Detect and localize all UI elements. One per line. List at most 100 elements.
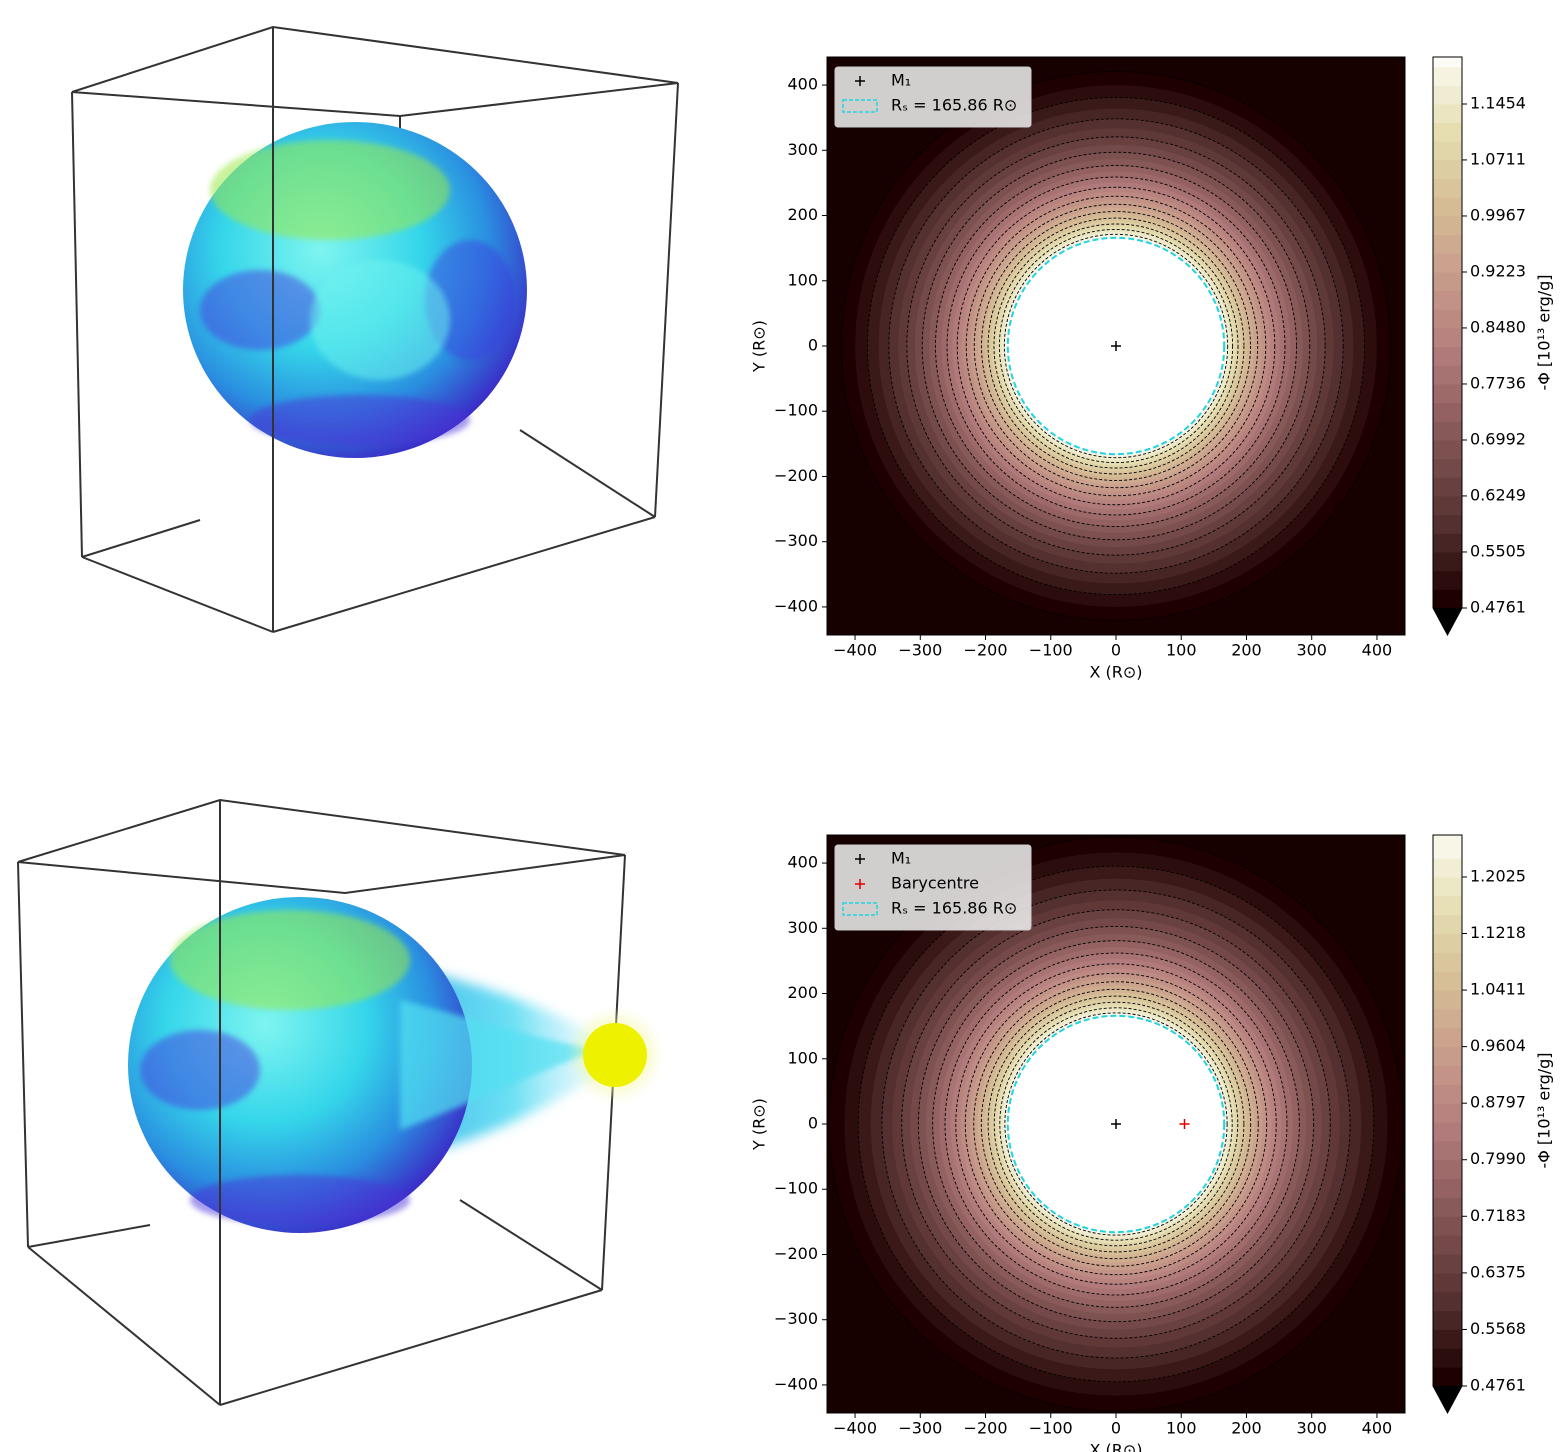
colorbar-tick-label: 0.9967 (1470, 205, 1526, 224)
colorbar-band (1433, 877, 1462, 896)
colorbar-band (1433, 1009, 1462, 1028)
colorbar-label: -Φ [10¹³ erg/g] (1535, 274, 1554, 390)
colorbar-band (1433, 1348, 1462, 1367)
colorbar-tick-label: 0.9604 (1470, 1036, 1526, 1055)
x-tick-label: 400 (1362, 1419, 1393, 1438)
colorbar-band (1433, 104, 1462, 123)
colorbar-band (1433, 971, 1462, 990)
y-tick-label: 200 (787, 205, 818, 224)
colorbar-band (1433, 990, 1462, 1009)
y-tick-label: −100 (774, 1179, 818, 1198)
colorbar-band (1433, 477, 1462, 496)
colorbar-extend (1433, 608, 1462, 635)
x-tick-label: 200 (1231, 1419, 1262, 1438)
legend-label: Rₛ = 165.86 R⊙ (891, 899, 1017, 918)
x-tick-label: 400 (1362, 641, 1393, 660)
y-tick-label: −200 (774, 466, 818, 485)
colorbar-tick-label: 0.7736 (1470, 373, 1526, 392)
x-tick-label: −200 (964, 1419, 1008, 1438)
star-top (183, 122, 527, 458)
colorbar-band (1433, 440, 1462, 459)
colorbar-tick-label: 0.9223 (1470, 261, 1526, 280)
colorbar-tick-label: 0.5505 (1470, 541, 1526, 560)
colorbar-band (1433, 216, 1462, 235)
x-tick-label: −200 (964, 641, 1008, 660)
star-bottom (128, 897, 655, 1233)
colorbar-tick-label: 1.1454 (1470, 93, 1526, 112)
colorbar-band (1433, 1084, 1462, 1103)
colorbar-tick-label: 0.4761 (1470, 598, 1526, 617)
colorbar-band (1433, 1254, 1462, 1273)
colorbar-band (1433, 459, 1462, 478)
y-tick-label: −400 (774, 596, 818, 615)
colorbar-band (1433, 67, 1462, 86)
colorbar-band (1433, 1311, 1462, 1330)
colorbar-band (1433, 365, 1462, 384)
x-tick-label: −100 (1029, 641, 1073, 660)
colorbar-extend (1433, 1386, 1462, 1413)
colorbar-band (1433, 1160, 1462, 1179)
colorbar-band (1433, 1216, 1462, 1235)
x-tick-label: −300 (898, 1419, 942, 1438)
y-tick-label: −300 (774, 531, 818, 550)
y-tick-label: 100 (787, 270, 818, 289)
legend-label: M₁ (891, 849, 911, 868)
legend: M₁ Rₛ = 165.86 R⊙ (835, 67, 1031, 127)
colorbar-tick-label: 0.6375 (1470, 1262, 1526, 1281)
y-tick-label: 300 (787, 140, 818, 159)
colorbar-band (1433, 347, 1462, 366)
y-axis-label: Y (R⊙) (750, 1098, 769, 1151)
colorbar-tick-label: 0.8480 (1470, 317, 1526, 336)
colorbar-band (1433, 571, 1462, 590)
colorbar-band (1433, 934, 1462, 953)
colorbar-band (1433, 253, 1462, 272)
colorbar-tick-label: 0.7990 (1470, 1149, 1526, 1168)
legend-label: Rₛ = 165.86 R⊙ (891, 96, 1017, 115)
colorbar-band (1433, 123, 1462, 142)
colorbar-band (1433, 515, 1462, 534)
colorbar-band (1433, 896, 1462, 915)
x-tick-label: −300 (898, 641, 942, 660)
colorbar-tick-label: 0.8797 (1470, 1093, 1526, 1112)
colorbar-band (1433, 1329, 1462, 1348)
colorbar-band (1433, 160, 1462, 179)
y-tick-label: −200 (774, 1244, 818, 1263)
x-tick-label: 100 (1166, 641, 1197, 660)
x-tick-label: −400 (833, 1419, 877, 1438)
figure: −400 −300 −200 −100 0 100 200 300 400 −400 −300 −20… (0, 0, 1560, 1452)
colorbar-tick-label: 1.1218 (1470, 923, 1526, 942)
y-tick-label: 100 (787, 1048, 818, 1067)
x-axis-label: X (R⊙) (1089, 1441, 1142, 1452)
colorbar-band (1433, 179, 1462, 198)
colorbar-band (1433, 496, 1462, 515)
colorbar-band (1433, 328, 1462, 347)
y-tick-label: 300 (787, 918, 818, 937)
y-tick-label: −100 (774, 401, 818, 420)
colorbar-band (1433, 1028, 1462, 1047)
colorbar-band (1433, 835, 1462, 859)
x-tick-label: 100 (1166, 1419, 1197, 1438)
colorbar-band (1433, 1273, 1462, 1292)
colorbar-band (1433, 533, 1462, 552)
colorbar-band (1433, 421, 1462, 440)
colorbar-tick-label: 0.5568 (1470, 1319, 1526, 1338)
legend-label: M₁ (891, 71, 911, 90)
colorbar-band (1433, 1292, 1462, 1311)
colorbar-band (1433, 952, 1462, 971)
x-tick-label: −400 (833, 641, 877, 660)
colorbar-band (1433, 291, 1462, 310)
colorbar-band (1433, 403, 1462, 422)
y-tick-label: 0 (808, 1114, 818, 1133)
x-axis-label: X (R⊙) (1089, 663, 1142, 682)
y-axis-label: Y (R⊙) (750, 320, 769, 373)
y-tick-label: 200 (787, 983, 818, 1002)
colorbar-band (1433, 85, 1462, 104)
colorbar-band (1433, 589, 1462, 608)
chart: −400−300−200−1000100200300400−400−300−20… (750, 835, 1554, 1452)
y-tick-label: −300 (774, 1309, 818, 1328)
colorbar-band (1433, 235, 1462, 254)
colorbar-band (1433, 1047, 1462, 1066)
colorbar-band (1433, 1141, 1462, 1160)
colorbar-band (1433, 1179, 1462, 1198)
